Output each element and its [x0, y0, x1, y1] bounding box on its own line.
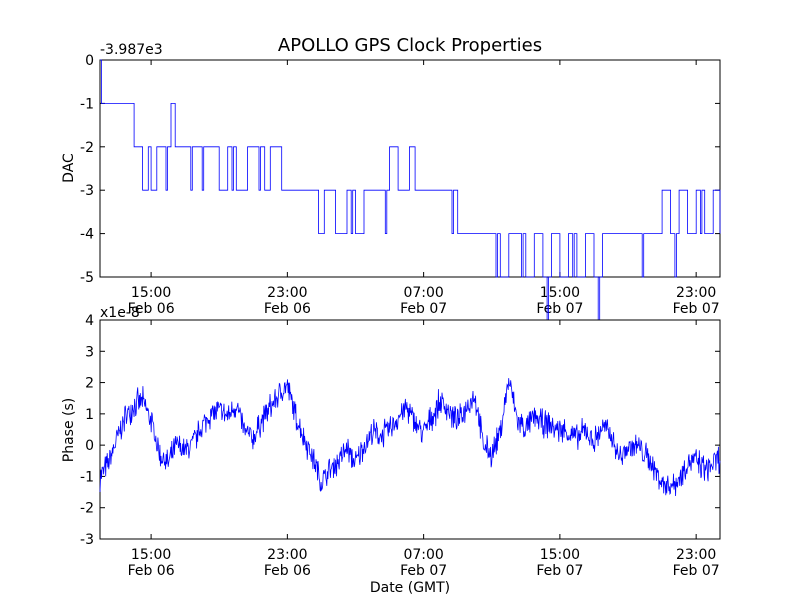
- subplot-phase-xtick-date-label: Feb 07: [536, 563, 583, 579]
- subplot-phase-ytick-label: 3: [85, 344, 94, 360]
- subplot-phase-xlabel: Date (GMT): [370, 580, 450, 596]
- subplot-phase-ylabel: Phase (s): [61, 398, 77, 462]
- subplot-dac-xtick-time-label: 15:00: [131, 285, 171, 301]
- subplot-phase-xtick-time-label: 15:00: [131, 547, 171, 563]
- subplot-phase-series-line: [99, 378, 721, 497]
- subplot-dac-yticks: 0 -1 -2 -3 -4 -5: [80, 53, 720, 286]
- subplot-dac-ylabel: DAC: [61, 153, 77, 183]
- subplot-phase-xtick-date-label: Feb 06: [264, 563, 311, 579]
- subplot-dac-xtick-time-label: 23:00: [267, 285, 307, 301]
- subplot-dac-xtick-time-label: 23:00: [676, 285, 716, 301]
- subplot-phase-ytick-label: 4: [85, 313, 94, 329]
- subplot-dac-ytick-label: -5: [80, 270, 94, 286]
- subplot-dac-series-line: [100, 59, 721, 321]
- subplot-phase-xtick-date-label: Feb 07: [673, 563, 720, 579]
- subplot-phase-yticks: 4 3 2 1 0 -1 -2 -3: [80, 313, 720, 548]
- subplot-phase-xtick-time-label: 23:00: [676, 547, 716, 563]
- subplot-dac-ytick-label: 0: [85, 53, 94, 69]
- subplot-dac-frame: [99, 59, 721, 278]
- subplot-dac-ytick-label: -3: [80, 183, 94, 199]
- subplot-dac-ytick-label: -2: [80, 140, 94, 156]
- subplot-dac-ytick-label: -1: [80, 96, 94, 112]
- subplot-dac-xtick-time-label: 07:00: [403, 285, 443, 301]
- subplot-dac-xtick-time-label: 15:00: [540, 285, 580, 301]
- subplot-phase-xtick-date-label: Feb 06: [128, 563, 175, 579]
- subplot-dac-offset-label: -3.987e3: [100, 42, 163, 58]
- subplot-phase-xtick-time-label: 23:00: [267, 547, 307, 563]
- subplot-phase-ytick-label: 1: [85, 407, 94, 423]
- subplot-phase-xtick-time-label: 07:00: [403, 547, 443, 563]
- subplot-dac-xtick-date-label: Feb 06: [264, 301, 311, 317]
- subplot-phase-ytick-label: -3: [80, 532, 94, 548]
- subplot-phase-ytick-label: 0: [85, 438, 94, 454]
- subplot-dac-ytick-label: -4: [80, 227, 94, 243]
- subplot-phase: x1e-8 Phase (s) Date (GMT) 4 3 2 1 0 -1 -2 -3 1…: [61, 305, 721, 596]
- subplot-phase-offset-label: x1e-8: [100, 305, 140, 321]
- subplot-phase-ytick-label: 2: [85, 376, 94, 392]
- subplot-dac-xtick-date-label: Feb 07: [536, 301, 583, 317]
- subplot-phase-ytick-label: -2: [80, 501, 94, 517]
- subplot-phase-xtick-time-label: 15:00: [540, 547, 580, 563]
- subplot-dac-xtick-date-label: Feb 07: [400, 301, 447, 317]
- figure-title: APOLLO GPS Clock Properties: [278, 35, 542, 56]
- subplot-dac-xtick-date-label: Feb 07: [673, 301, 720, 317]
- subplot-phase-ytick-label: -1: [80, 469, 94, 485]
- subplot-dac-xtick-date-label: Feb 06: [128, 301, 175, 317]
- subplot-phase-xtick-date-label: Feb 07: [400, 563, 447, 579]
- subplot-phase-frame: [99, 319, 721, 540]
